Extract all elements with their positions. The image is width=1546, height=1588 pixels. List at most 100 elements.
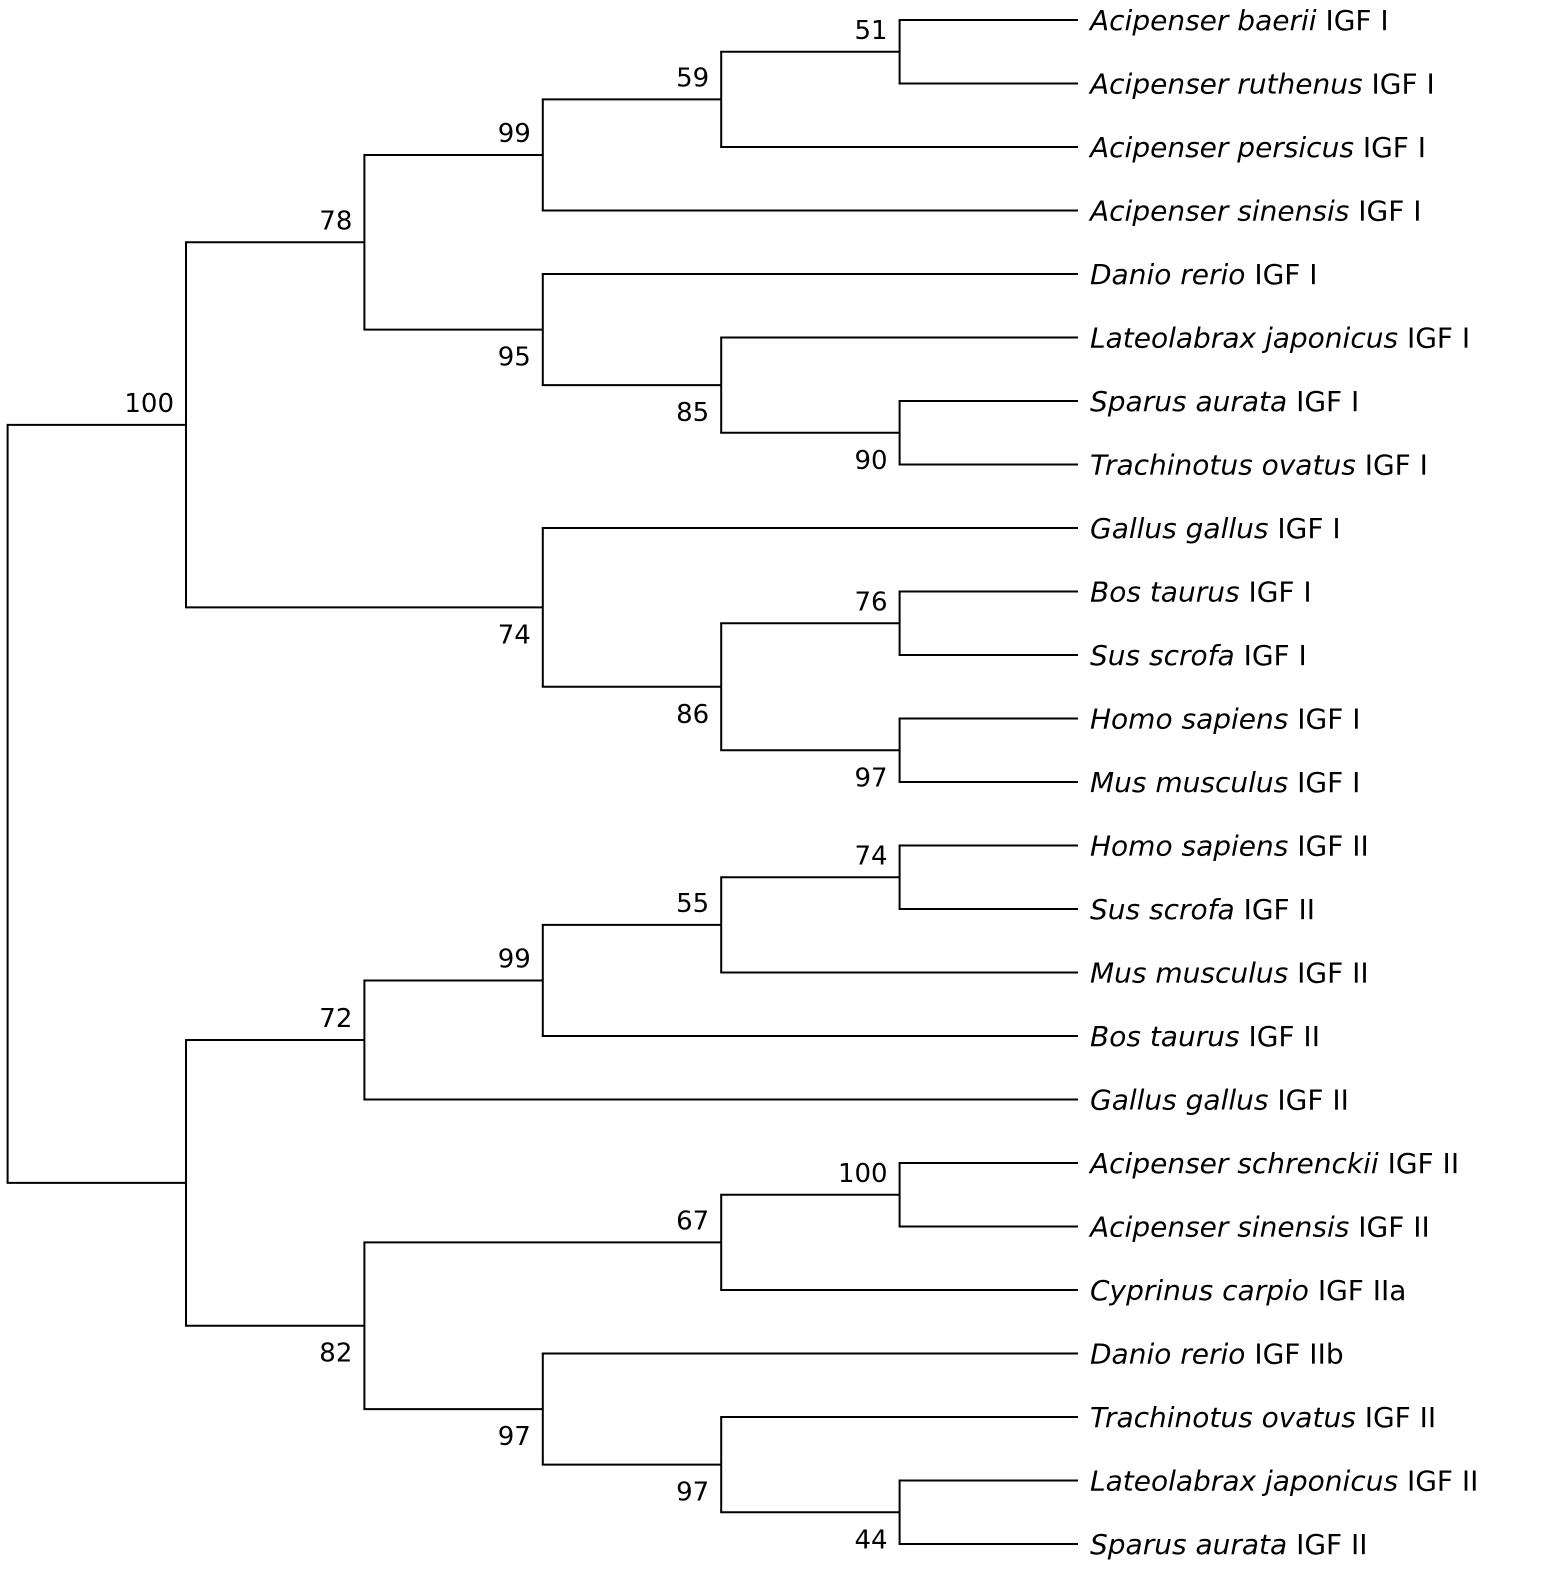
bootstrap-value: 74 — [498, 620, 531, 650]
taxon-label: Mus musculus IGF I — [1090, 766, 1360, 799]
bootstrap-value: 100 — [124, 389, 174, 419]
gene-name: IGF II — [1297, 957, 1368, 990]
gene-name: IGF II — [1296, 1528, 1367, 1561]
label-gap — [1240, 576, 1249, 609]
species-name: Sus scrofa — [1090, 893, 1235, 926]
taxon-label: Homo sapiens IGF II — [1090, 830, 1369, 863]
taxon-label: Gallus gallus IGF II — [1090, 1084, 1349, 1117]
species-name: Acipenser sinensis — [1088, 195, 1349, 228]
taxon-label: Danio rerio IGF I — [1090, 258, 1318, 291]
label-gap — [1288, 766, 1297, 799]
bootstrap-value: 74 — [855, 841, 888, 871]
gene-name: IGF I — [1297, 703, 1360, 736]
bootstrap-value: 59 — [676, 63, 709, 93]
label-gap — [1356, 449, 1365, 482]
gene-name: IGF II — [1277, 1084, 1348, 1117]
label-gap — [1356, 1401, 1365, 1434]
species-name: Acipenser persicus — [1088, 131, 1354, 164]
species-name: Bos taurus — [1090, 576, 1240, 609]
bootstrap-value: 85 — [676, 398, 709, 428]
gene-name: IGF II — [1358, 1211, 1429, 1244]
gene-name: IGF IIb — [1254, 1338, 1343, 1371]
bootstrap-value: 86 — [676, 700, 709, 730]
label-gap — [1288, 703, 1297, 736]
label-gap — [1235, 893, 1244, 926]
taxon-label: Acipenser persicus IGF I — [1088, 131, 1426, 164]
gene-name: IGF II — [1365, 1401, 1436, 1434]
taxon-label: Sparus aurata IGF I — [1090, 385, 1359, 418]
label-gap — [1398, 1465, 1407, 1498]
gene-name: IGF I — [1365, 449, 1428, 482]
gene-name: IGF I — [1254, 258, 1317, 291]
species-name: Trachinotus ovatus — [1090, 1401, 1356, 1434]
bootstrap-value: 82 — [319, 1339, 352, 1369]
taxon-label: Homo sapiens IGF I — [1090, 703, 1360, 736]
bootstrap-value: 99 — [498, 119, 531, 149]
gene-name: IGF II — [1407, 1465, 1478, 1498]
label-gap — [1354, 131, 1363, 164]
label-gap — [1268, 1084, 1277, 1117]
taxon-label: Acipenser sinensis IGF II — [1088, 1211, 1430, 1244]
species-name: Mus musculus — [1090, 957, 1288, 990]
gene-name: IGF IIa — [1318, 1274, 1407, 1307]
label-gap — [1240, 1020, 1249, 1053]
gene-name: IGF I — [1358, 195, 1421, 228]
taxon-label: Bos taurus IGF I — [1090, 576, 1312, 609]
taxon-label: Acipenser schrenckii IGF II — [1088, 1147, 1459, 1180]
species-name: Cyprinus carpio — [1090, 1274, 1309, 1307]
gene-name: IGF II — [1248, 1020, 1319, 1053]
gene-name: IGF I — [1372, 68, 1435, 101]
bootstrap-value: 51 — [855, 16, 888, 46]
label-gap — [1245, 1338, 1254, 1371]
gene-name: IGF II — [1297, 830, 1368, 863]
label-gap — [1317, 4, 1326, 37]
label-gap — [1287, 1528, 1296, 1561]
label-gap — [1288, 957, 1297, 990]
taxon-label: Acipenser sinensis IGF I — [1088, 195, 1421, 228]
bootstrap-value: 55 — [676, 889, 709, 919]
label-gap — [1245, 258, 1254, 291]
bootstrap-value: 97 — [855, 763, 888, 793]
bootstrap-value: 90 — [855, 446, 888, 476]
taxon-label: Sparus aurata IGF II — [1090, 1528, 1368, 1561]
taxon-label: Danio rerio IGF IIb — [1090, 1338, 1344, 1371]
label-gap — [1363, 68, 1372, 101]
gene-name: IGF I — [1277, 512, 1340, 545]
species-name: Mus musculus — [1090, 766, 1288, 799]
taxon-label: Bos taurus IGF II — [1090, 1020, 1320, 1053]
label-gap — [1287, 385, 1296, 418]
taxon-label: Trachinotus ovatus IGF I — [1090, 449, 1428, 482]
species-name: Danio rerio — [1090, 258, 1245, 291]
gene-name: IGF II — [1388, 1147, 1459, 1180]
species-name: Homo sapiens — [1090, 830, 1288, 863]
species-name: Lateolabrax japonicus — [1090, 1465, 1398, 1498]
taxon-label: Lateolabrax japonicus IGF I — [1090, 322, 1470, 355]
gene-name: IGF I — [1296, 385, 1359, 418]
bootstrap-value: 97 — [498, 1422, 531, 1452]
bootstrap-value: 78 — [319, 206, 352, 236]
species-name: Sparus aurata — [1090, 1528, 1287, 1561]
species-name: Acipenser schrenckii — [1088, 1147, 1379, 1180]
taxon-label: Acipenser baerii IGF I — [1088, 4, 1389, 37]
species-name: Danio rerio — [1090, 1338, 1245, 1371]
taxon-label: Mus musculus IGF II — [1090, 957, 1369, 990]
gene-name: IGF I — [1244, 639, 1307, 672]
label-gap — [1235, 639, 1244, 672]
species-name: Sparus aurata — [1090, 385, 1287, 418]
taxon-label: Acipenser ruthenus IGF I — [1088, 68, 1435, 101]
species-name: Homo sapiens — [1090, 703, 1288, 736]
bootstrap-value: 95 — [498, 343, 531, 373]
bootstrap-value: 44 — [855, 1525, 888, 1555]
bootstrap-value: 99 — [498, 944, 531, 974]
taxon-label: Gallus gallus IGF I — [1090, 512, 1341, 545]
species-name: Gallus gallus — [1090, 1084, 1268, 1117]
gene-name: IGF I — [1363, 131, 1426, 164]
taxon-label: Lateolabrax japonicus IGF II — [1090, 1465, 1478, 1498]
label-gap — [1288, 830, 1297, 863]
gene-name: IGF I — [1297, 766, 1360, 799]
gene-name: IGF I — [1248, 576, 1311, 609]
species-name: Acipenser baerii — [1088, 4, 1317, 37]
gene-name: IGF II — [1244, 893, 1315, 926]
